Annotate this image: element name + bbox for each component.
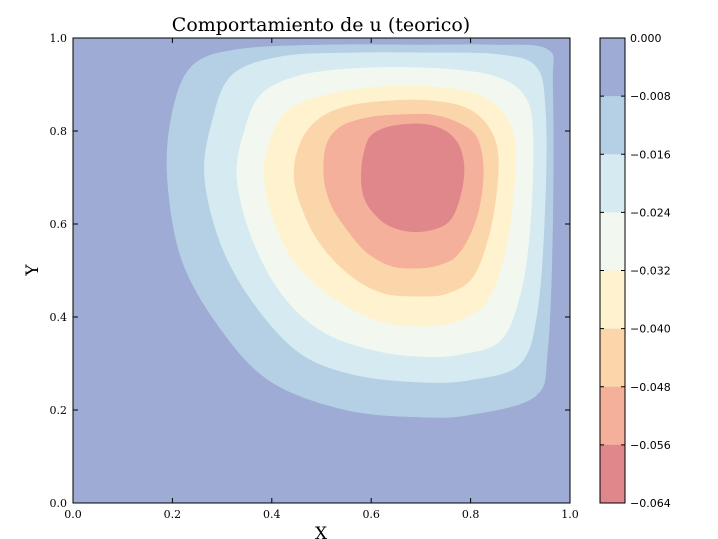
colorbar-tick-label-6: −0.048 — [630, 381, 671, 394]
colorbar-segment-7 — [600, 444, 625, 504]
colorbar-segment-2 — [600, 154, 625, 213]
chart-title: Comportamiento de u (teorico) — [172, 14, 470, 36]
colorbar-tick-label-7: −0.056 — [630, 439, 671, 452]
colorbar-segment-0 — [600, 38, 625, 97]
y-axis-ticks: 0.0 0.2 0.4 0.6 0.8 1.0 — [50, 32, 570, 510]
colorbar-segment-3 — [600, 212, 625, 271]
contour-level-7 — [360, 123, 465, 233]
y-tick-label-4: 0.8 — [50, 125, 68, 138]
plot-area — [72, 37, 571, 504]
contour-layers — [166, 44, 554, 418]
colorbar-tick-label-1: −0.008 — [630, 90, 671, 103]
colorbar: 0.000 −0.008 −0.016 −0.024 −0.032 −0.040 −0.04… — [599, 32, 671, 510]
plot-frame — [72, 37, 571, 504]
x-tick-label-0: 0.0 — [64, 508, 82, 521]
colorbar-tick-label-4: −0.032 — [630, 265, 671, 278]
x-tick-label-2: 0.4 — [263, 508, 281, 521]
x-axis-label: X — [315, 524, 328, 539]
colorbar-ticks: 0.000 −0.008 −0.016 −0.024 −0.032 −0.040 −0.04… — [600, 32, 671, 510]
x-tick-label-3: 0.6 — [362, 508, 380, 521]
y-tick-label-1: 0.2 — [50, 404, 68, 417]
colorbar-segment-1 — [600, 96, 625, 155]
x-tick-label-4: 0.8 — [462, 508, 480, 521]
colorbar-segment-6 — [600, 386, 625, 446]
y-tick-label-5: 1.0 — [50, 32, 68, 45]
x-tick-label-5: 1.0 — [561, 508, 579, 521]
colorbar-segment-5 — [600, 328, 625, 388]
x-axis-ticks: 0.0 0.2 0.4 0.6 0.8 1.0 — [64, 38, 579, 521]
y-tick-label-0: 0.0 — [50, 497, 68, 510]
colorbar-tick-label-2: −0.016 — [630, 148, 671, 161]
y-axis-label: Y — [23, 264, 43, 277]
colorbar-tick-label-5: −0.040 — [630, 323, 671, 336]
colorbar-segments — [600, 38, 625, 504]
colorbar-tick-label-8: −0.064 — [630, 497, 671, 510]
y-tick-label-3: 0.6 — [50, 218, 68, 231]
colorbar-tick-label-0: 0.000 — [630, 32, 662, 45]
colorbar-tick-label-3: −0.024 — [630, 206, 671, 219]
y-tick-label-2: 0.4 — [50, 311, 68, 324]
colorbar-segment-4 — [600, 270, 625, 330]
x-tick-label-1: 0.2 — [164, 508, 182, 521]
